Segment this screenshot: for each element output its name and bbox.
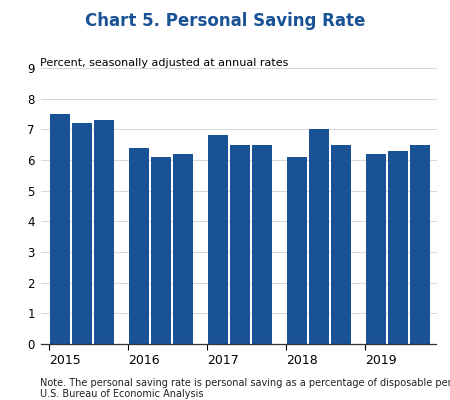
Bar xyxy=(230,145,250,344)
Bar xyxy=(309,129,329,344)
Text: Percent, seasonally adjusted at annual rates: Percent, seasonally adjusted at annual r… xyxy=(40,58,289,68)
Bar xyxy=(72,123,92,344)
Text: Chart 5. Personal Saving Rate: Chart 5. Personal Saving Rate xyxy=(85,12,365,30)
Bar xyxy=(151,157,171,344)
Bar xyxy=(50,114,70,344)
Bar xyxy=(410,145,430,344)
Bar xyxy=(173,154,193,344)
Bar xyxy=(208,136,228,344)
Text: Note. The personal saving rate is personal saving as a percentage of disposable : Note. The personal saving rate is person… xyxy=(40,378,450,388)
Bar xyxy=(331,145,351,344)
Bar xyxy=(287,157,307,344)
Bar xyxy=(129,148,149,344)
Bar xyxy=(252,145,272,344)
Bar xyxy=(388,151,408,344)
Bar xyxy=(94,120,114,344)
Bar xyxy=(366,154,386,344)
Text: U.S. Bureau of Economic Analysis: U.S. Bureau of Economic Analysis xyxy=(40,389,204,399)
